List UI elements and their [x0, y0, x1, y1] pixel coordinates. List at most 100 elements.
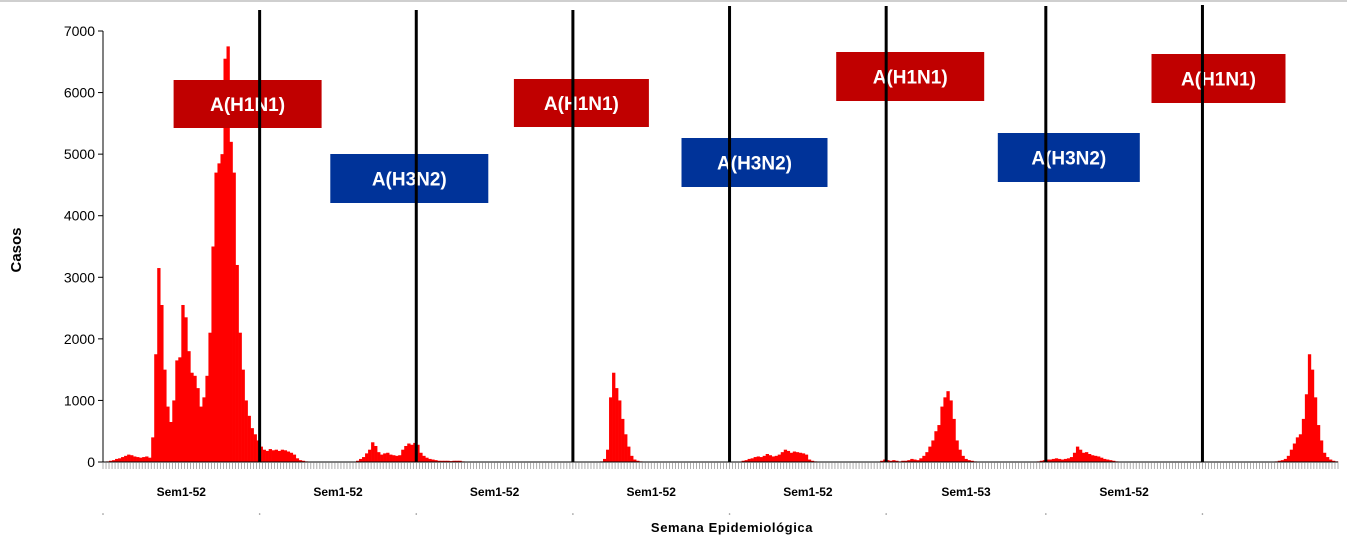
bar	[1094, 455, 1098, 462]
bar	[789, 452, 794, 462]
bar	[283, 450, 288, 462]
bar	[395, 455, 399, 462]
annotations-group: A(H1N1) A(H3N2) A(H1N1) A(H3N2) A(H1N1) A(H3N…	[173, 5, 1286, 462]
bar	[1289, 449, 1294, 462]
x-category-label: Sem1-52	[470, 485, 520, 499]
bar	[1109, 460, 1113, 462]
bar	[1054, 458, 1059, 462]
bar	[166, 406, 170, 462]
bar	[1292, 443, 1297, 462]
bar	[389, 454, 393, 462]
bar	[217, 163, 221, 462]
annotation-box	[173, 80, 322, 128]
bar	[1084, 452, 1089, 462]
bar	[196, 388, 200, 462]
y-tick-label: 2000	[64, 331, 95, 347]
bar	[368, 449, 372, 462]
bar	[1091, 455, 1095, 462]
bar	[1081, 452, 1086, 462]
y-tick-label: 7000	[64, 23, 95, 39]
bar	[1286, 455, 1291, 462]
bar	[901, 460, 905, 462]
bar	[1087, 454, 1092, 462]
bar	[289, 452, 294, 462]
annotation-label: A(H3N2)	[372, 170, 447, 191]
bar	[807, 459, 812, 462]
bar	[916, 460, 920, 462]
season-dot	[885, 513, 887, 515]
bar	[133, 456, 137, 462]
bar	[115, 458, 119, 462]
bar	[1103, 458, 1107, 462]
bar	[624, 434, 628, 462]
bar	[124, 455, 128, 462]
annotation-label: A(H3N2)	[1031, 149, 1106, 170]
bar	[160, 304, 164, 462]
bar	[922, 455, 926, 462]
bar	[292, 454, 297, 462]
bars-group	[106, 46, 1339, 463]
x-category-label: Sem1-53	[941, 485, 991, 499]
bar	[286, 451, 291, 462]
bar	[1051, 458, 1056, 462]
bar	[609, 397, 613, 462]
bar	[801, 453, 806, 462]
bar	[889, 460, 893, 462]
x-category-label: Sem1-52	[783, 485, 833, 499]
x-category-label: Sem1-52	[627, 485, 677, 499]
y-tick-label: 0	[87, 454, 95, 470]
bar	[211, 246, 215, 462]
bar	[741, 460, 745, 462]
bar	[925, 452, 929, 462]
bar	[621, 418, 625, 462]
bar	[226, 46, 230, 462]
annotation-box	[836, 52, 985, 101]
bar	[750, 458, 754, 462]
bar	[630, 455, 634, 462]
bar	[410, 444, 414, 462]
bar	[440, 460, 444, 462]
bar	[943, 397, 947, 462]
bar	[416, 444, 420, 462]
bar	[404, 445, 408, 462]
bar	[895, 460, 899, 462]
bar	[949, 400, 953, 462]
bar	[1298, 434, 1303, 462]
bar	[157, 268, 161, 462]
bar	[1310, 369, 1315, 462]
bar	[371, 442, 375, 462]
bar	[1328, 459, 1333, 462]
bar	[365, 453, 369, 462]
bar	[407, 443, 411, 462]
bar	[612, 372, 616, 462]
bar	[377, 452, 381, 462]
bar	[886, 460, 890, 462]
bar	[795, 452, 800, 462]
bar	[175, 360, 179, 462]
bar	[386, 452, 390, 462]
bar	[193, 375, 197, 462]
season-dot	[1045, 513, 1047, 515]
bar	[109, 460, 113, 462]
annotation-box	[513, 79, 649, 127]
bar	[241, 369, 245, 462]
bar	[606, 449, 610, 462]
bar	[148, 457, 152, 462]
bar	[428, 458, 432, 462]
bar	[295, 458, 300, 462]
bar	[913, 459, 917, 462]
bar	[392, 455, 396, 462]
bar	[455, 460, 459, 462]
bar	[786, 450, 791, 462]
x-axis-label: Semana Epidemiológica	[651, 520, 813, 535]
y-tick-label: 6000	[64, 85, 95, 101]
bar	[172, 400, 176, 462]
bar	[401, 449, 405, 462]
bar	[1066, 458, 1071, 462]
bar	[1075, 446, 1080, 462]
bar	[271, 450, 275, 462]
bar	[362, 457, 366, 462]
bar	[301, 460, 306, 462]
bar	[780, 452, 785, 462]
